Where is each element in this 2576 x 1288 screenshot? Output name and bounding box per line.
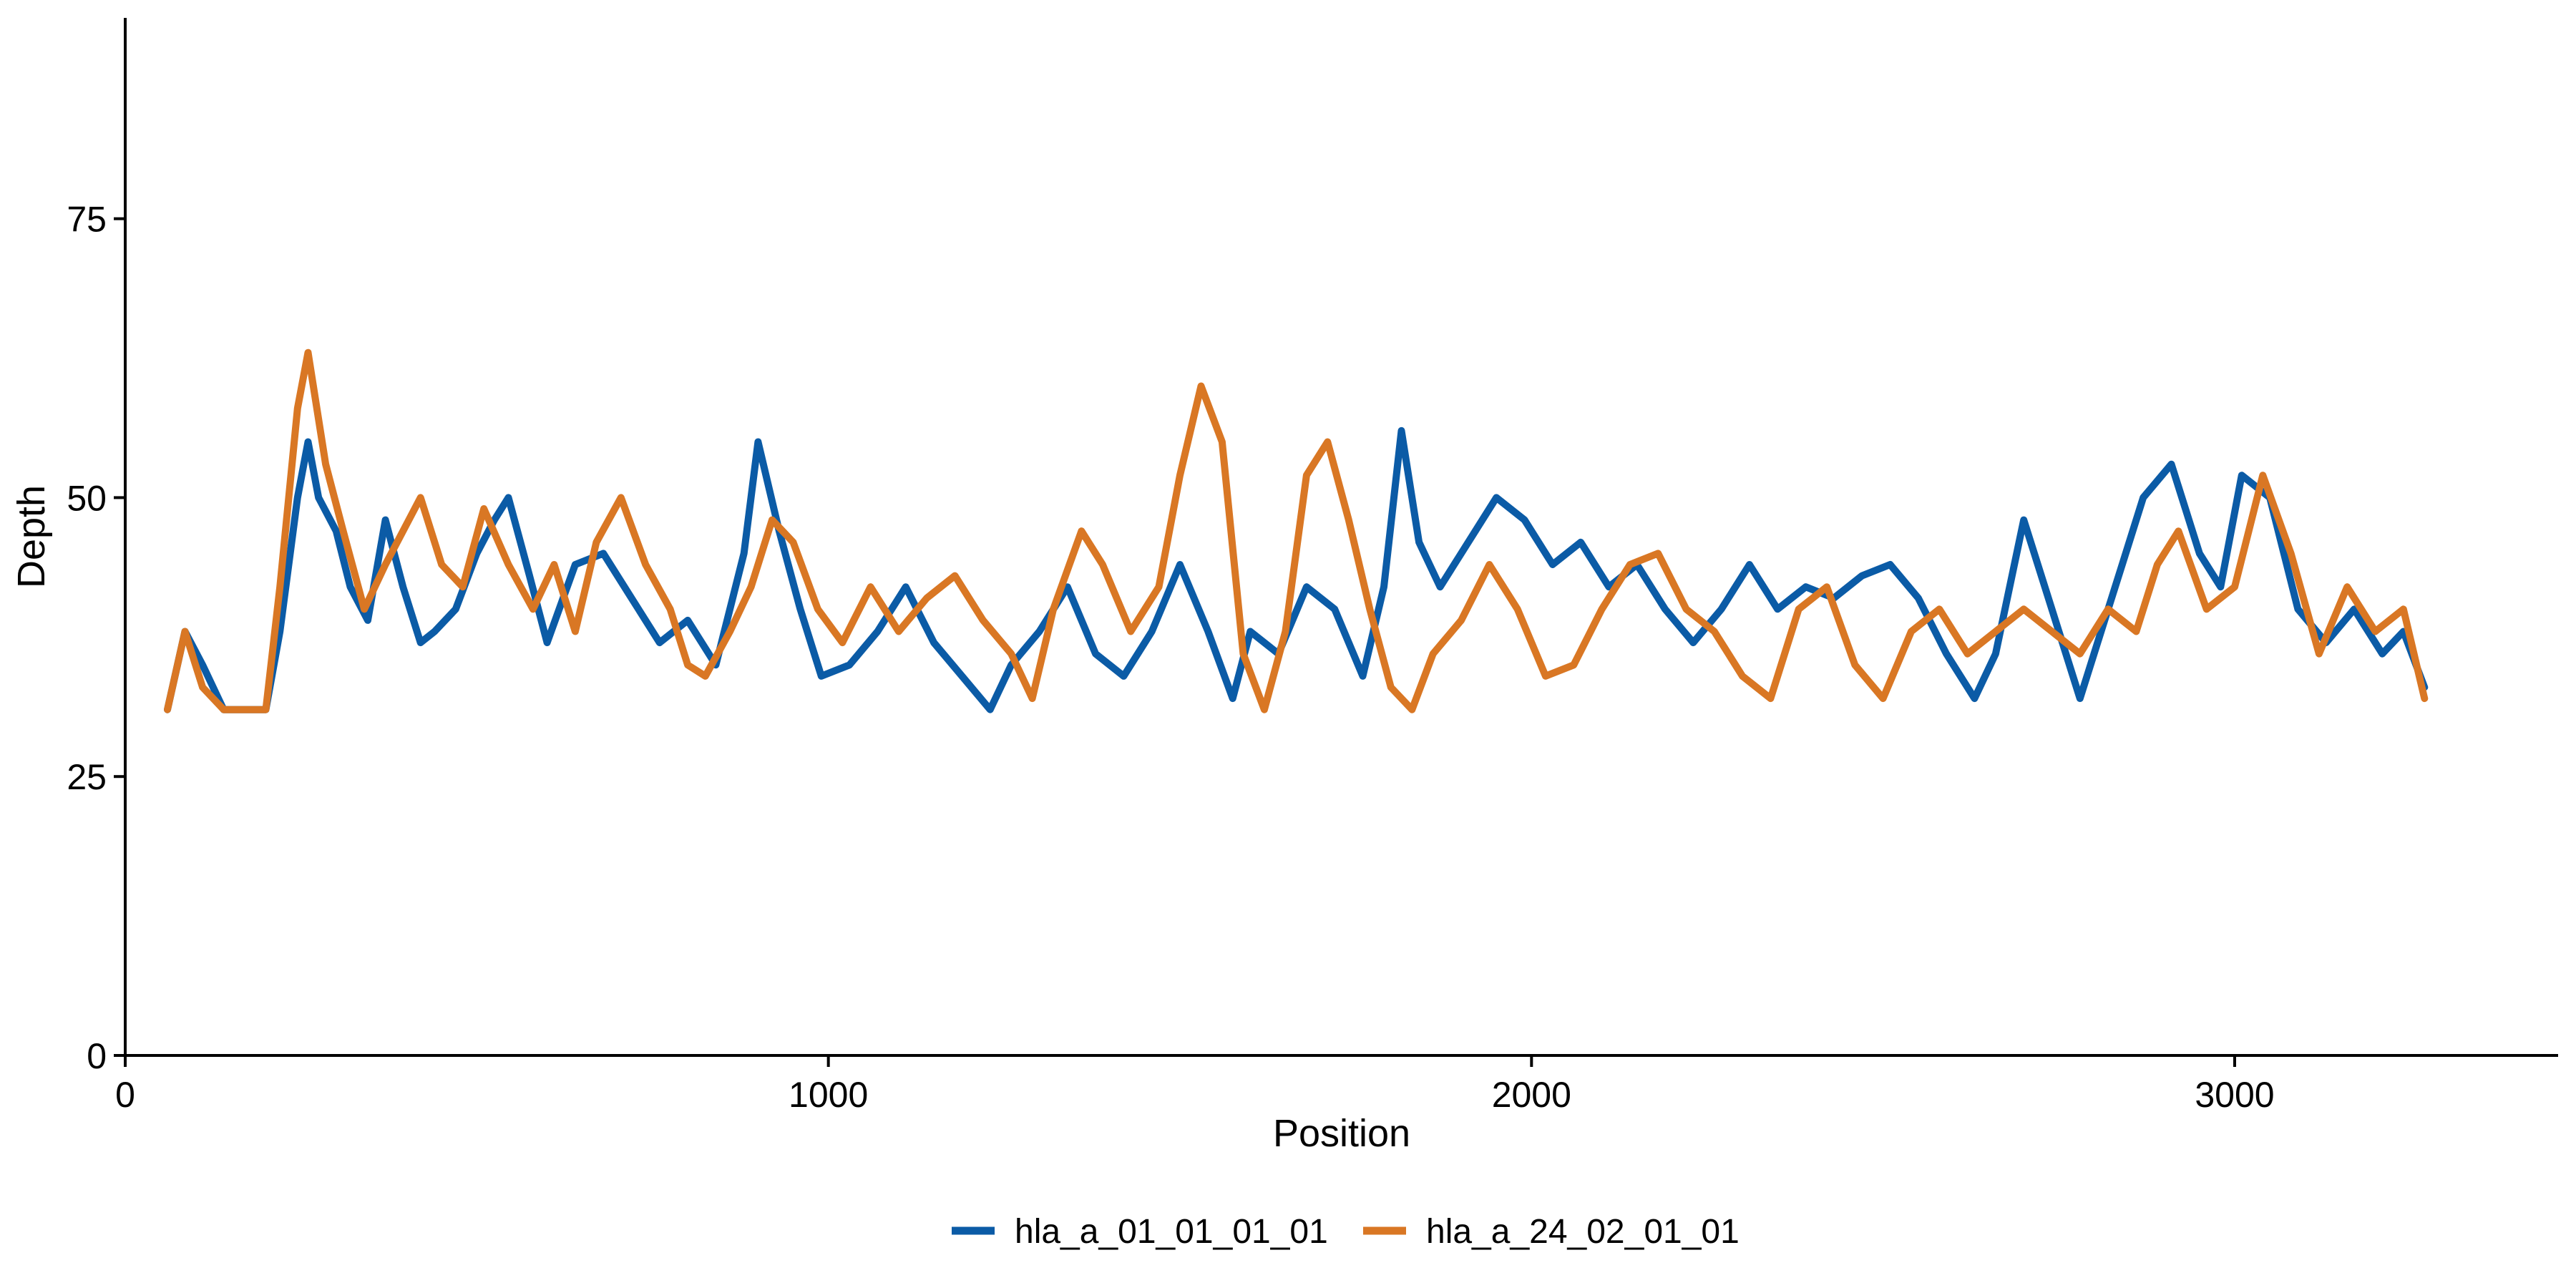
y-axis-title: Depth [10, 485, 53, 588]
legend-label-1: hla_a_01_01_01_01 [1015, 1213, 1328, 1251]
y-tick-label: 0 [87, 1036, 107, 1076]
series-layer [164, 348, 2429, 713]
y-tick-label: 50 [67, 478, 107, 518]
y-tick-label: 25 [67, 757, 107, 797]
x-tick-label: 0 [115, 1075, 135, 1115]
legend-label-2: hla_a_24_02_01_01 [1426, 1213, 1740, 1251]
x-tick-label: 3000 [2195, 1075, 2274, 1115]
axes-layer [124, 18, 2558, 1057]
x-axis-title: Position [1273, 1112, 1410, 1155]
series-line-2 [164, 348, 2429, 713]
series-line-1 [164, 426, 2429, 713]
y-tick-label: 75 [67, 200, 107, 240]
ticks-layer: 0 1000 2000 3000 0 25 50 75 [67, 200, 2274, 1115]
x-tick-label: 1000 [789, 1075, 868, 1115]
x-tick-label: 2000 [1492, 1075, 1571, 1115]
legend: hla_a_01_01_01_01 hla_a_24_02_01_01 [952, 1213, 1740, 1251]
